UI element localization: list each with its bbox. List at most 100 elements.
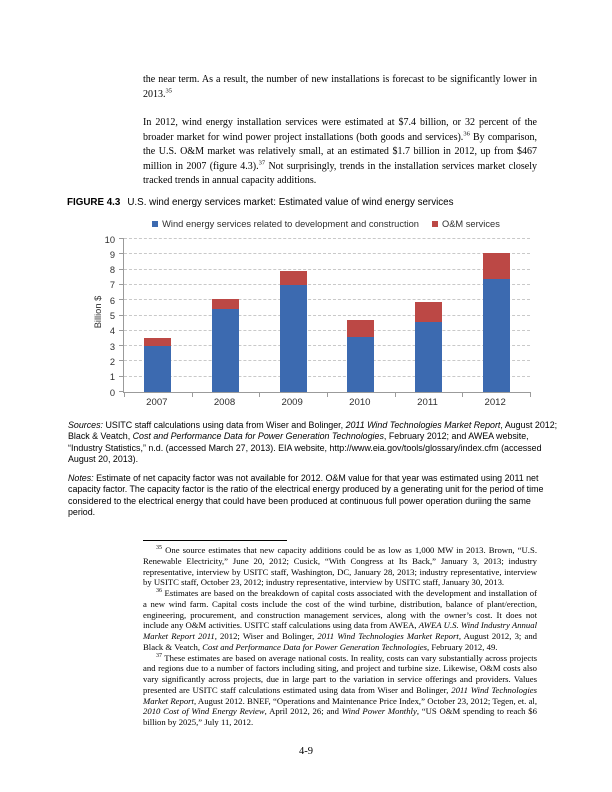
y-tick-label: 4	[109, 326, 115, 337]
footnote-number: 37	[156, 652, 162, 659]
figure-number: FIGURE 4.3	[67, 197, 121, 208]
y-tick	[119, 238, 124, 239]
text-segment: Sources:	[68, 420, 104, 430]
gridline-10	[124, 238, 530, 239]
text-segment: , 2012; Wiser and Bolinger,	[214, 631, 318, 641]
y-tick-label: 8	[109, 265, 115, 276]
bar-2011-development-and-construction	[415, 321, 442, 392]
text-segment: 2011 Wind Technologies Market Report	[345, 420, 501, 430]
text-segment: By comparison, the U.S. O&M market was r…	[143, 131, 537, 172]
chart-legend: Wind energy services related to developm…	[123, 219, 529, 229]
legend-item-development-and-construction: Wind energy services related to developm…	[152, 219, 419, 229]
y-tick	[119, 360, 124, 362]
y-tick-label: 6	[109, 295, 115, 306]
gridline-5	[124, 314, 530, 316]
footnote-number: 36	[156, 588, 162, 595]
bar-2010-development-and-construction	[347, 336, 375, 392]
y-tick-label: 2	[109, 356, 115, 367]
text-segment: , “US O&M spending to reach $6 billion b…	[143, 706, 537, 727]
y-tick	[119, 375, 124, 377]
bar-2009-development-and-construction	[279, 284, 307, 392]
gridline-6	[124, 299, 530, 301]
text-segment: Wind Power Monthly	[341, 706, 417, 717]
y-tick-label: 5	[109, 311, 115, 321]
x-tick	[327, 392, 328, 397]
y-tick-label: 9	[109, 249, 115, 260]
text-segment: Cost and Performance Data for Power Gene…	[202, 641, 428, 652]
y-tick	[119, 329, 124, 331]
x-tick-label: 2010	[349, 397, 371, 408]
text-segment: , August 2012; Black & Veatch,	[68, 420, 558, 442]
text-segment: , August 2012. BNEF, “Operations and Mai…	[193, 695, 538, 706]
legend-marker-icon	[431, 221, 438, 227]
bar-2010-om-services	[347, 320, 375, 337]
text-segment: , February 2012; and AWEA website, “Indu…	[68, 431, 542, 465]
y-tick	[119, 391, 124, 392]
x-tick	[394, 392, 396, 397]
text-segment: 2011 Wind Technologies Market Report	[143, 684, 537, 706]
text-segment: Estimates are based on the breakdown of …	[143, 588, 537, 631]
x-tick	[259, 392, 261, 397]
footnote-reference: 35	[165, 87, 173, 95]
text-segment: Cost and Performance Data for Power Gene…	[132, 431, 384, 442]
sources-text: Sources: USITC staff calculations using …	[68, 420, 560, 466]
text-segment: the near term. As a result, the number o…	[143, 74, 537, 100]
stacked-bar-chart: Wind energy services related to developm…	[0, 215, 612, 415]
footnote-reference: 36	[463, 130, 470, 138]
text-segment: Estimate of net capacity factor was not …	[68, 473, 544, 518]
footnote-37: 37 These estimates are based on average …	[143, 653, 537, 728]
y-tick-label: 1	[109, 372, 115, 383]
legend-item-om-services: O&M services	[431, 219, 500, 229]
bar-2011-om-services	[415, 301, 442, 322]
bar-2007-development-and-construction	[144, 346, 172, 392]
footnotes-block: 35 One source estimates that new capacit…	[143, 545, 537, 728]
gridline-7	[124, 283, 530, 285]
y-tick	[119, 283, 124, 285]
bar-2009-om-services	[279, 271, 307, 285]
text-segment: , August 2012, 3; and Black & Veatch,	[143, 631, 538, 652]
x-tick-label: 2007	[146, 397, 168, 408]
bar-2008-development-and-construction	[212, 309, 239, 392]
page-number: 4-9	[299, 746, 313, 757]
legend-label: Wind energy services related to developm…	[162, 219, 419, 229]
plot-area	[119, 238, 531, 397]
gridline-8	[124, 268, 530, 270]
footnote-number: 35	[156, 545, 162, 552]
y-axis-labels: 0 1 2 3 4 5 6 7 8 9 10	[93, 235, 119, 398]
x-tick-label: 2008	[213, 397, 236, 408]
text-segment: , February 2012, 49.	[427, 641, 498, 652]
x-tick-label: 2011	[417, 397, 438, 408]
bar-2012-om-services	[482, 252, 510, 279]
x-tick	[191, 392, 193, 397]
y-tick	[119, 314, 124, 316]
x-tick	[462, 392, 464, 397]
y-tick	[119, 253, 124, 255]
text-segment: 2010 Cost of Wind Energy Review	[143, 706, 265, 717]
text-segment: One source estimates that new capacity a…	[143, 545, 537, 588]
y-tick	[119, 299, 124, 301]
legend-marker-icon	[152, 221, 159, 227]
notes-text: Notes: Estimate of net capacity factor w…	[68, 473, 560, 519]
gridline-2	[124, 360, 530, 362]
text-segment: AWEA U.S. Wind Industry Annual Market Re…	[143, 620, 537, 641]
paragraph-2: In 2012, wind energy installation servic…	[143, 116, 537, 189]
y-tick-label: 7	[109, 280, 115, 291]
text-segment: In 2012, wind energy installation servic…	[143, 117, 537, 143]
text-segment: These estimates are based on average nat…	[143, 652, 537, 695]
y-tick-label: 10	[104, 234, 115, 245]
figure-title: FIGURE 4.3 U.S. wind energy services mark…	[67, 197, 587, 208]
x-tick-label: 2009	[281, 397, 303, 408]
footnote-36: 36 Estimates are based on the breakdown …	[143, 588, 537, 653]
x-tick-label: 2012	[484, 397, 506, 408]
text-segment: Not surprisingly, trends in the installa…	[143, 160, 537, 187]
text-segment: Notes:	[68, 473, 94, 483]
gridline-4	[124, 329, 530, 331]
figure-caption: U.S. wind energy services market: Estima…	[127, 197, 454, 208]
x-tick	[530, 392, 531, 397]
y-tick-label: 0	[109, 387, 115, 398]
y-tick	[119, 345, 124, 347]
text-segment: USITC staff calculations using data from…	[103, 420, 346, 430]
text-segment: 2011 Wind Technologies Market Report	[317, 631, 459, 641]
gridline-1	[124, 375, 530, 377]
